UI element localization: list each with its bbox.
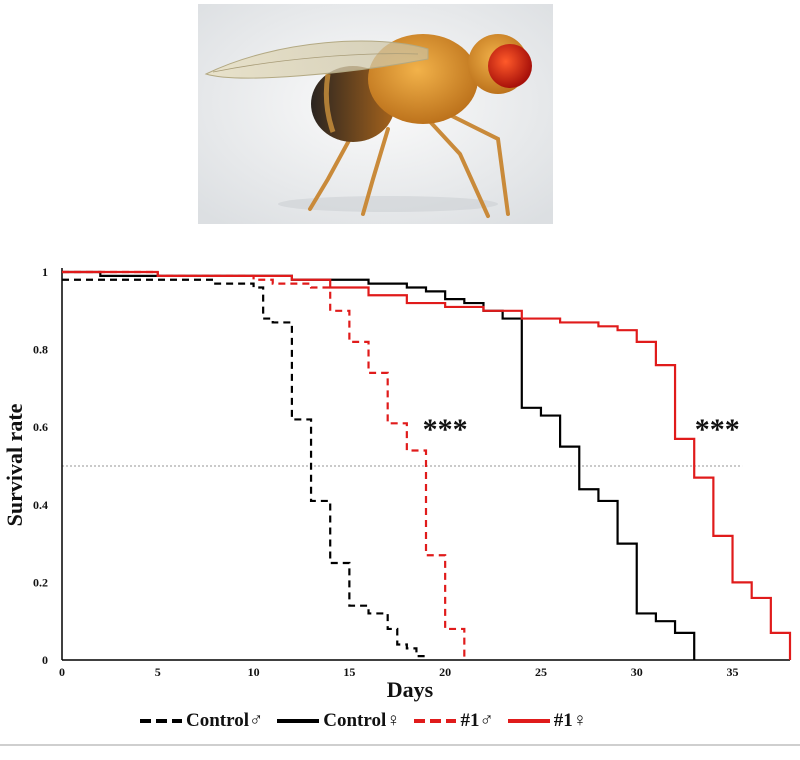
legend-item-control-male: Control♂ bbox=[140, 710, 263, 732]
series-line-3 bbox=[62, 270, 466, 660]
legend-swatch-control-female bbox=[277, 719, 320, 723]
x-tick-label: 25 bbox=[535, 665, 547, 679]
x-tick-label: 30 bbox=[631, 665, 643, 679]
bottom-divider bbox=[0, 744, 800, 746]
significance-annotation-2: *** bbox=[695, 413, 740, 446]
legend-label-control-female: Control♀ bbox=[323, 710, 401, 731]
y-tick-label: 0.6 bbox=[33, 420, 48, 434]
legend-swatch-1-male bbox=[414, 719, 457, 723]
legend-item-1-male: #1♂ bbox=[414, 710, 494, 732]
legend-item-1-female: #1♀ bbox=[507, 710, 587, 732]
legend-item-control-female: Control♀ bbox=[277, 710, 400, 732]
legend-label-control-male: Control♂ bbox=[186, 710, 264, 731]
y-tick-label: 0 bbox=[42, 653, 48, 667]
legend-label-1-male: #1♂ bbox=[460, 710, 494, 731]
series-line-1 bbox=[62, 278, 428, 660]
legend-label-1-female: #1♀ bbox=[553, 710, 587, 731]
x-tick-label: 10 bbox=[248, 665, 260, 679]
fruit-fly-photo bbox=[198, 4, 553, 224]
legend-swatch-1-female bbox=[507, 719, 550, 723]
legend-swatch-control-male bbox=[140, 719, 182, 723]
x-axis-title: Days bbox=[387, 677, 434, 702]
y-tick-label: 0.2 bbox=[33, 575, 48, 589]
x-tick-label: 20 bbox=[439, 665, 451, 679]
x-tick-label: 35 bbox=[727, 665, 739, 679]
x-tick-label: 5 bbox=[155, 665, 161, 679]
significance-annotation-1: *** bbox=[423, 413, 468, 446]
y-tick-label: 1 bbox=[42, 265, 48, 279]
y-axis-title: Survival rate bbox=[2, 403, 27, 526]
y-tick-label: 0.4 bbox=[33, 498, 48, 512]
survival-curves bbox=[62, 270, 792, 660]
x-tick-label: 15 bbox=[343, 665, 355, 679]
tick-labels: 0 5 10 15 20 25 30 35 0 0.2 0.4 0.6 0.8 1 bbox=[33, 265, 739, 679]
chart-legend: Control♂ Control♀ #1♂ #1♀ bbox=[140, 705, 587, 737]
series-line-4 bbox=[62, 270, 792, 660]
y-tick-label: 0.8 bbox=[33, 343, 48, 357]
x-tick-label: 0 bbox=[59, 665, 65, 679]
